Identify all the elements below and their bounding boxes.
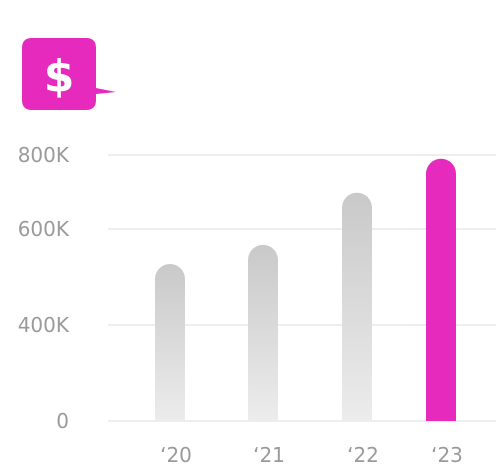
y-tick-label: 0 [56, 409, 69, 433]
bar [248, 244, 278, 421]
bar-highlighted [426, 158, 456, 421]
x-tick-label: ‘23 [431, 443, 463, 467]
dollar-speech-bubble-icon: $ [22, 38, 116, 110]
bar [155, 264, 185, 421]
bar [342, 192, 372, 421]
y-axis-tick-labels: 0 400K 600K 800K [18, 143, 70, 433]
x-axis-tick-labels: ‘20 ‘21 ‘22 ‘23 [160, 443, 463, 467]
x-tick-label: ‘22 [347, 443, 379, 467]
y-tick-label: 600K [18, 217, 70, 241]
dollar-sign: $ [44, 51, 75, 102]
y-tick-label: 800K [18, 143, 70, 167]
x-tick-label: ‘21 [253, 443, 285, 467]
bars [155, 158, 456, 421]
y-tick-label: 400K [18, 313, 70, 337]
x-tick-label: ‘20 [160, 443, 192, 467]
badge-bubble [22, 38, 116, 110]
